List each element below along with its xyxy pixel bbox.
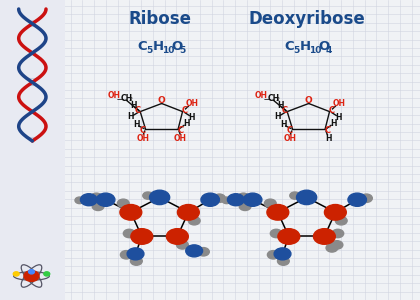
Text: C: C bbox=[287, 126, 293, 135]
Circle shape bbox=[188, 217, 200, 225]
Text: H: H bbox=[281, 120, 287, 129]
Text: C: C bbox=[284, 40, 294, 53]
Circle shape bbox=[186, 245, 202, 257]
Circle shape bbox=[13, 272, 19, 276]
Text: 2: 2 bbox=[129, 97, 133, 102]
Circle shape bbox=[297, 190, 317, 205]
Text: O: O bbox=[158, 96, 165, 105]
Text: OH: OH bbox=[254, 92, 267, 100]
Text: C: C bbox=[140, 126, 146, 135]
Circle shape bbox=[278, 229, 300, 244]
Text: 2: 2 bbox=[276, 97, 280, 102]
Text: H: H bbox=[130, 101, 136, 110]
Circle shape bbox=[24, 271, 39, 281]
Circle shape bbox=[120, 205, 142, 220]
Circle shape bbox=[313, 229, 335, 244]
Circle shape bbox=[331, 241, 343, 249]
Circle shape bbox=[326, 244, 338, 252]
Text: H: H bbox=[153, 40, 164, 53]
Text: C: C bbox=[329, 106, 335, 115]
Text: 5: 5 bbox=[179, 46, 185, 55]
Circle shape bbox=[97, 193, 115, 206]
Circle shape bbox=[29, 270, 34, 274]
Text: Ribose: Ribose bbox=[128, 11, 191, 28]
Text: —: — bbox=[116, 95, 124, 104]
Text: O: O bbox=[305, 96, 312, 105]
Text: C: C bbox=[182, 106, 188, 115]
Circle shape bbox=[228, 194, 244, 206]
Circle shape bbox=[274, 248, 291, 260]
Circle shape bbox=[324, 205, 346, 220]
Text: CH: CH bbox=[267, 94, 279, 103]
Circle shape bbox=[92, 202, 104, 211]
Text: H: H bbox=[189, 112, 195, 122]
Circle shape bbox=[201, 193, 219, 206]
Circle shape bbox=[332, 229, 344, 238]
Circle shape bbox=[348, 193, 366, 206]
Text: H: H bbox=[330, 119, 337, 128]
Circle shape bbox=[265, 199, 276, 208]
Text: C: C bbox=[325, 126, 331, 135]
Circle shape bbox=[131, 257, 142, 265]
Text: OH: OH bbox=[185, 99, 198, 108]
Circle shape bbox=[270, 229, 282, 238]
Text: —: — bbox=[263, 95, 271, 104]
Text: H: H bbox=[183, 119, 190, 128]
Circle shape bbox=[290, 192, 300, 199]
Circle shape bbox=[267, 205, 289, 220]
Text: H: H bbox=[277, 101, 284, 110]
Text: O: O bbox=[318, 40, 330, 53]
Circle shape bbox=[143, 192, 153, 199]
Text: C: C bbox=[137, 40, 147, 53]
Circle shape bbox=[268, 250, 279, 259]
FancyBboxPatch shape bbox=[0, 0, 65, 300]
Text: OH: OH bbox=[137, 134, 150, 142]
Circle shape bbox=[278, 257, 289, 265]
Text: 5: 5 bbox=[293, 46, 299, 55]
Text: H: H bbox=[134, 120, 140, 129]
Circle shape bbox=[44, 272, 50, 276]
Text: H: H bbox=[336, 112, 342, 122]
Circle shape bbox=[239, 202, 251, 211]
Text: 4: 4 bbox=[326, 46, 332, 55]
Text: 10: 10 bbox=[309, 46, 321, 55]
Circle shape bbox=[177, 205, 199, 220]
Circle shape bbox=[166, 229, 188, 244]
Circle shape bbox=[131, 229, 153, 244]
Text: OH: OH bbox=[332, 99, 345, 108]
Text: OH: OH bbox=[284, 134, 297, 142]
Circle shape bbox=[176, 241, 188, 249]
Circle shape bbox=[222, 197, 231, 204]
Text: C: C bbox=[178, 126, 184, 135]
Circle shape bbox=[213, 194, 225, 202]
Text: H: H bbox=[325, 134, 332, 142]
Text: H: H bbox=[300, 40, 311, 53]
Text: C: C bbox=[135, 106, 141, 115]
Text: H: H bbox=[275, 112, 281, 121]
Text: 5: 5 bbox=[146, 46, 152, 55]
Text: CH: CH bbox=[120, 94, 132, 103]
Text: OH: OH bbox=[107, 92, 120, 100]
Circle shape bbox=[335, 217, 347, 225]
Text: H: H bbox=[128, 112, 134, 121]
Text: 10: 10 bbox=[162, 46, 174, 55]
Circle shape bbox=[238, 193, 249, 202]
Circle shape bbox=[75, 197, 84, 204]
Circle shape bbox=[244, 193, 262, 206]
Circle shape bbox=[123, 229, 135, 238]
Circle shape bbox=[127, 248, 144, 260]
Circle shape bbox=[81, 194, 97, 206]
Text: O: O bbox=[171, 40, 183, 53]
Circle shape bbox=[118, 199, 129, 208]
Text: C: C bbox=[282, 106, 288, 115]
Text: Deoxyribose: Deoxyribose bbox=[248, 11, 365, 28]
Circle shape bbox=[121, 250, 132, 259]
Circle shape bbox=[360, 194, 372, 202]
Circle shape bbox=[197, 248, 209, 256]
Text: OH: OH bbox=[174, 134, 187, 142]
Circle shape bbox=[150, 190, 170, 205]
Circle shape bbox=[91, 193, 102, 202]
